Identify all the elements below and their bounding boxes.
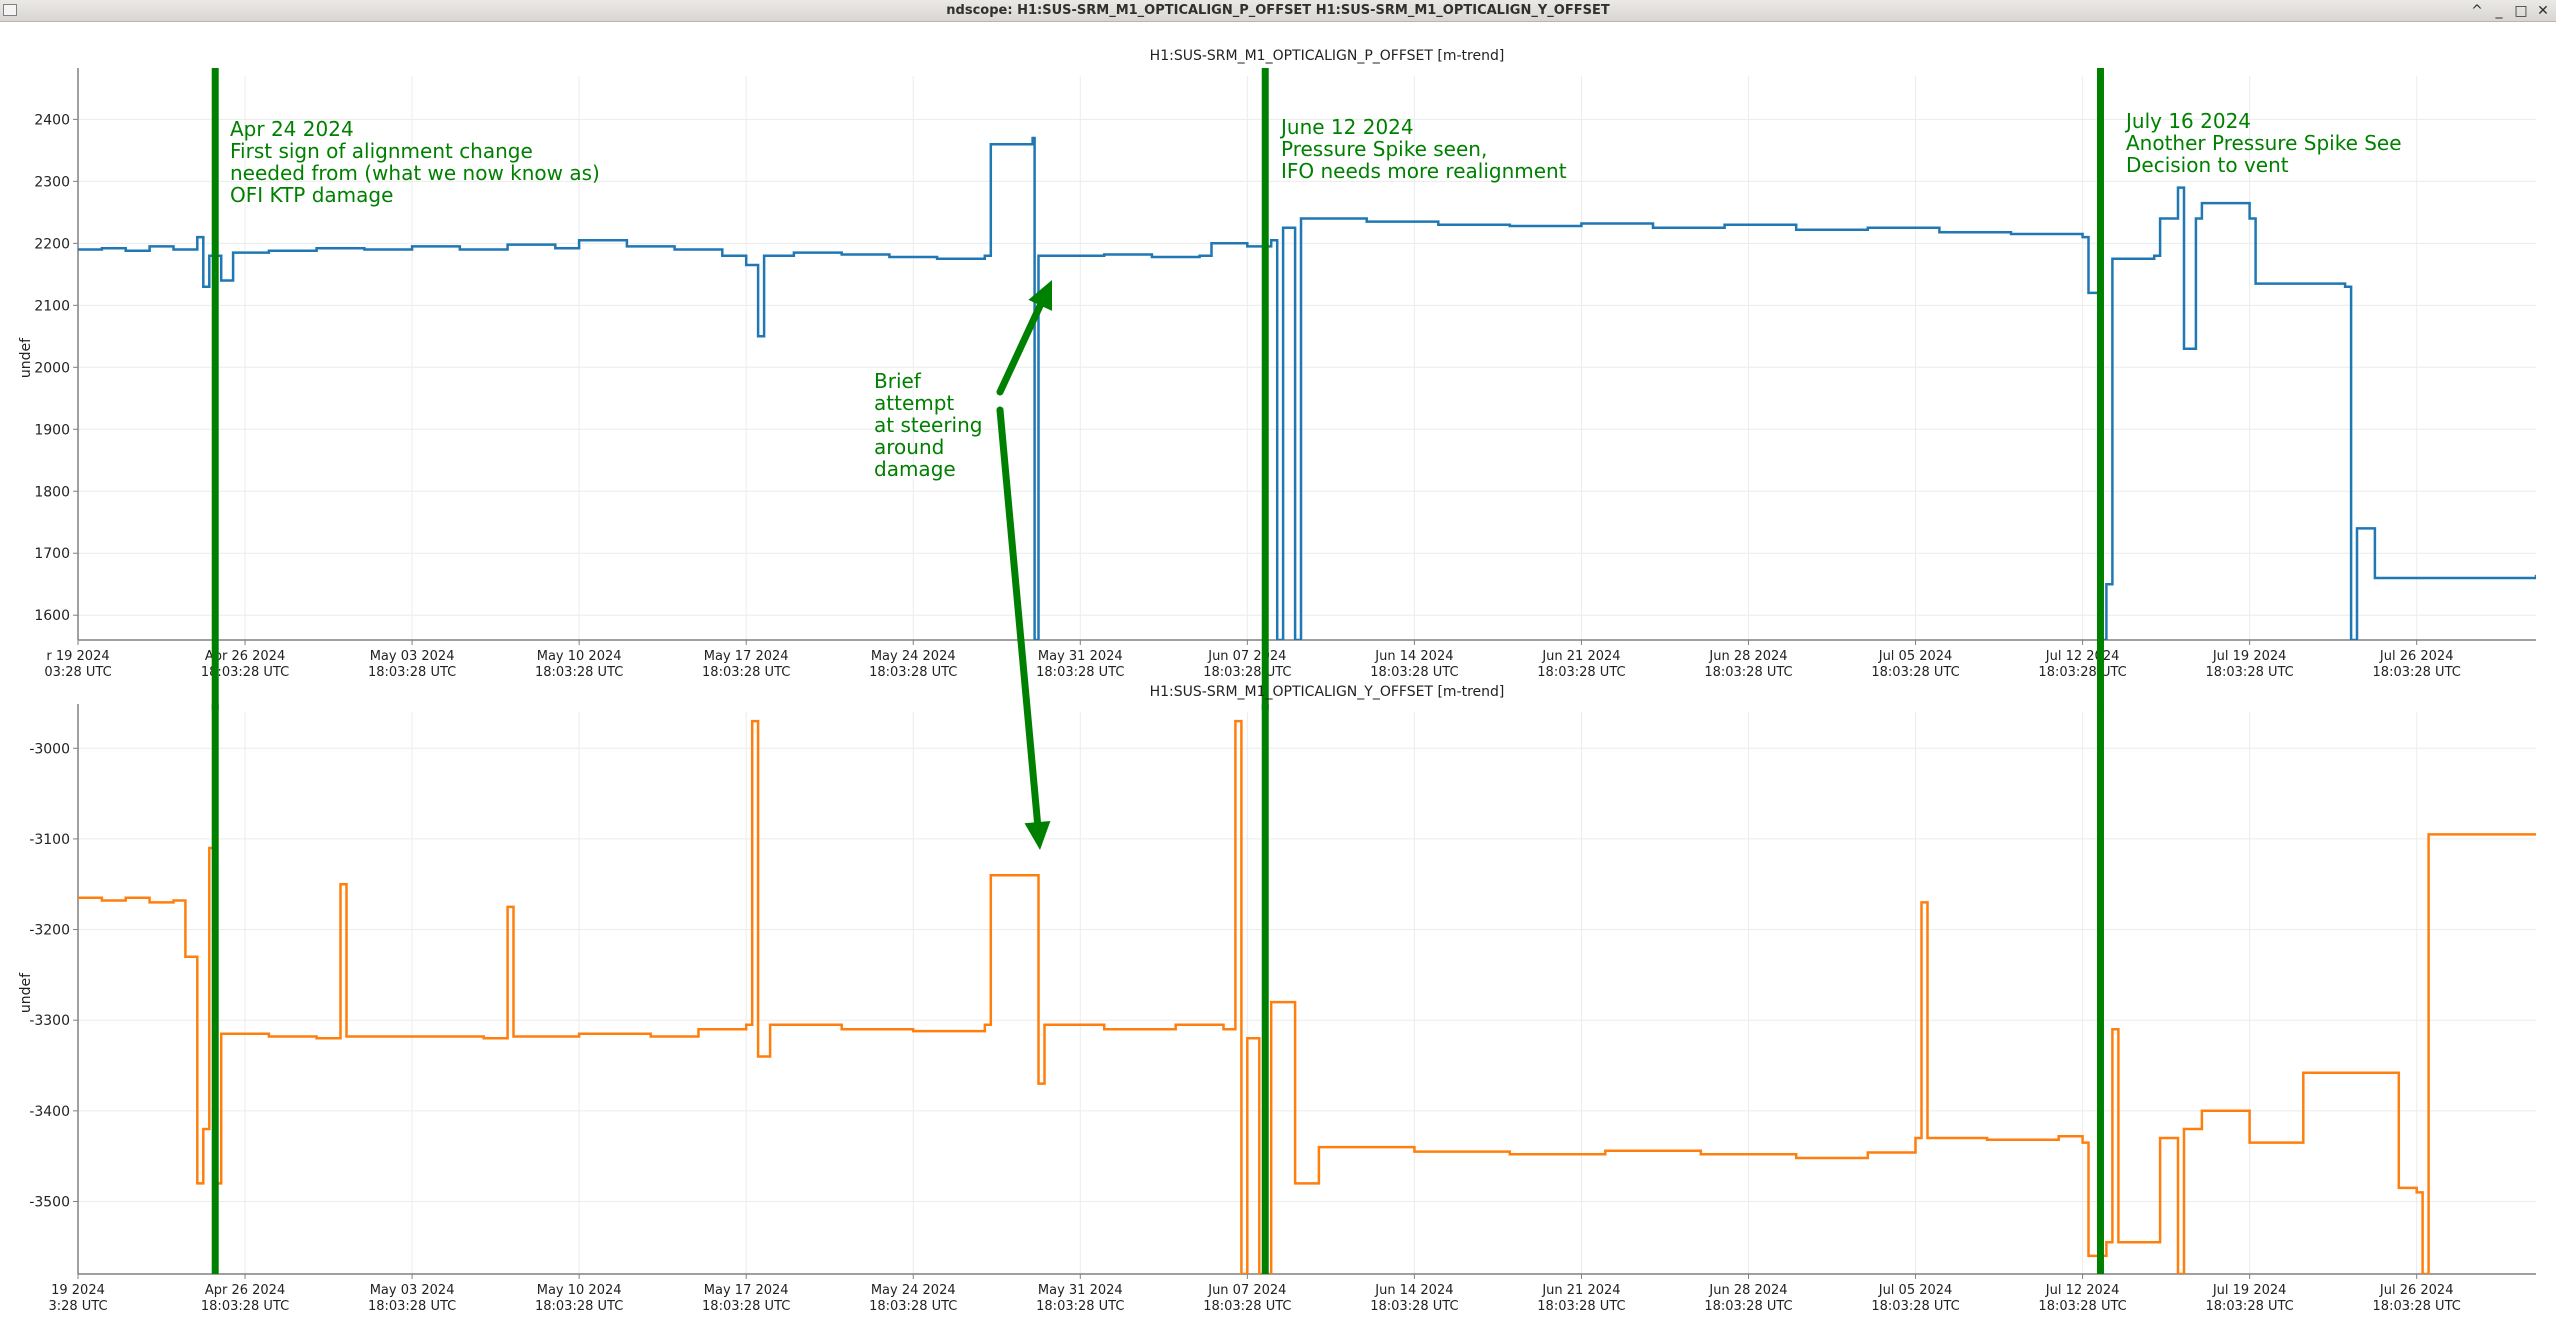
- x-tick-label-time: 18:03:28 UTC: [1537, 1299, 1625, 1314]
- x-tick-label-time: 18:03:28 UTC: [2038, 1299, 2126, 1314]
- ndscope-plot-area[interactable]: H1:SUS-SRM_M1_OPTICALIGN_P_OFFSET [m-tre…: [0, 22, 2556, 1324]
- x-tick-label-date: r 19 2024: [46, 649, 109, 664]
- x-tick-label-time: 18:03:28 UTC: [1537, 665, 1625, 680]
- annotation-jun12: June 12 2024 Pressure Spike seen, IFO need…: [1279, 115, 1567, 183]
- panel-title: H1:SUS-SRM_M1_OPTICALIGN_Y_OFFSET [m-tre…: [1150, 684, 1505, 700]
- x-tick-label-time: 18:03:28 UTC: [2205, 665, 2293, 680]
- y-tick-label: 2100: [34, 298, 70, 314]
- panel-p-offset: H1:SUS-SRM_M1_OPTICALIGN_P_OFFSET [m-tre…: [18, 48, 2536, 710]
- x-tick-label-time: 18:03:28 UTC: [535, 1299, 623, 1314]
- x-tick-label-date: Jul 05 2024: [1878, 1283, 1953, 1298]
- y-tick-label: 2000: [34, 360, 70, 376]
- x-tick-label-time: 18:03:28 UTC: [2038, 665, 2126, 680]
- x-tick-label-time: 18:03:28 UTC: [1036, 665, 1124, 680]
- x-tick-label-date: Jun 14 2024: [1374, 649, 1453, 664]
- y-tick-label: -3300: [29, 1013, 70, 1029]
- x-tick-label-date: Apr 26 2024: [205, 649, 285, 664]
- x-tick-label-time: 18:03:28 UTC: [702, 665, 790, 680]
- minimize-button[interactable]: _: [2495, 3, 2503, 19]
- shade-button[interactable]: ^: [2471, 3, 2483, 19]
- x-tick-label-time: 3:28 UTC: [48, 1299, 107, 1314]
- arrow-to-y-attempt-head: [1024, 820, 1051, 850]
- y-tick-label: -3500: [29, 1194, 70, 1210]
- arrow-to-p-attempt-head: [1028, 280, 1052, 311]
- x-tick-label-date: Jul 26 2024: [2379, 1283, 2454, 1298]
- y-tick-label: 1900: [34, 422, 70, 438]
- y-tick-label: -3200: [29, 923, 70, 939]
- x-tick-label-date: May 17 2024: [704, 1283, 789, 1298]
- y-tick-label: -3100: [29, 832, 70, 848]
- y-tick-label: 2300: [34, 174, 70, 190]
- arrow-to-p-attempt-shaft: [996, 301, 1044, 396]
- x-tick-label-date: Jul 05 2024: [1878, 649, 1953, 664]
- x-tick-label-date: May 10 2024: [537, 1283, 622, 1298]
- x-tick-label-date: May 31 2024: [1038, 1283, 1123, 1298]
- y-axis-label: undef: [18, 337, 34, 378]
- x-tick-label-time: 18:03:28 UTC: [869, 1299, 957, 1314]
- x-tick-label-time: 18:03:28 UTC: [2373, 1299, 2461, 1314]
- x-tick-label-time: 18:03:28 UTC: [201, 1299, 289, 1314]
- y-axis-label: undef: [18, 972, 34, 1013]
- x-tick-label-time: 18:03:28 UTC: [201, 665, 289, 680]
- x-tick-label-date: Jul 26 2024: [2379, 649, 2454, 664]
- x-tick-label-date: 19 2024: [51, 1283, 105, 1298]
- x-tick-label-time: 18:03:28 UTC: [368, 665, 456, 680]
- arrow-to-y-attempt-shaft: [996, 406, 1041, 826]
- x-tick-label-time: 18:03:28 UTC: [1704, 665, 1792, 680]
- window-titlebar: ndscope: H1:SUS-SRM_M1_OPTICALIGN_P_OFFS…: [0, 0, 2556, 22]
- y-tick-label: 2200: [34, 236, 70, 252]
- x-tick-label-date: Jun 07 2024: [1207, 1283, 1286, 1298]
- x-tick-label-time: 18:03:28 UTC: [1871, 1299, 1959, 1314]
- x-tick-label-date: May 03 2024: [370, 649, 455, 664]
- x-tick-label-time: 18:03:28 UTC: [869, 665, 957, 680]
- annotation-brief: Brief attempt at steering around damage: [874, 369, 982, 481]
- x-tick-label-time: 18:03:28 UTC: [2205, 1299, 2293, 1314]
- series-line-p: [78, 136, 2536, 640]
- annotation-apr24: Apr 24 2024 First sign of alignment chang…: [230, 117, 600, 207]
- y-tick-label: 1800: [34, 484, 70, 500]
- x-tick-label-date: May 24 2024: [871, 1283, 956, 1298]
- y-tick-label: 2400: [34, 112, 70, 128]
- y-tick-label: 1600: [34, 608, 70, 624]
- x-tick-label-time: 18:03:28 UTC: [1704, 1299, 1792, 1314]
- maximize-button[interactable]: □: [2514, 3, 2528, 19]
- x-tick-label-time: 18:03:28 UTC: [1370, 1299, 1458, 1314]
- x-tick-label-date: Jul 12 2024: [2045, 1283, 2120, 1298]
- x-tick-label-time: 18:03:28 UTC: [1871, 665, 1959, 680]
- window-title: ndscope: H1:SUS-SRM_M1_OPTICALIGN_P_OFFS…: [946, 3, 1610, 18]
- x-tick-label-time: 18:03:28 UTC: [2373, 665, 2461, 680]
- x-tick-label-date: Jul 12 2024: [2045, 649, 2120, 664]
- x-tick-label-date: Jun 21 2024: [1541, 1283, 1620, 1298]
- close-button[interactable]: ✕: [2537, 3, 2549, 19]
- x-tick-label-time: 18:03:28 UTC: [1036, 1299, 1124, 1314]
- x-tick-label-date: May 10 2024: [537, 649, 622, 664]
- x-tick-label-date: Jun 07 2024: [1207, 649, 1286, 664]
- x-tick-label-date: Jun 14 2024: [1374, 1283, 1453, 1298]
- x-tick-label-time: 18:03:28 UTC: [368, 1299, 456, 1314]
- x-tick-label-date: May 31 2024: [1038, 649, 1123, 664]
- x-tick-label-date: May 24 2024: [871, 649, 956, 664]
- annotation-jul16: July 16 2024 Another Pressure Spike See De…: [2124, 109, 2402, 177]
- series-line-y: [78, 719, 2536, 1274]
- x-tick-label-time: 18:03:28 UTC: [1203, 665, 1291, 680]
- y-tick-label: -3000: [29, 741, 70, 757]
- x-tick-label-date: May 17 2024: [704, 649, 789, 664]
- panel-title: H1:SUS-SRM_M1_OPTICALIGN_P_OFFSET [m-tre…: [1150, 48, 1505, 64]
- x-tick-label-time: 18:03:28 UTC: [1203, 1299, 1291, 1314]
- app-icon: [3, 4, 17, 16]
- x-tick-label-date: Apr 26 2024: [205, 1283, 285, 1298]
- x-tick-label-date: Jun 28 2024: [1708, 1283, 1787, 1298]
- y-tick-label: 1700: [34, 546, 70, 562]
- x-tick-label-date: Jul 19 2024: [2212, 649, 2287, 664]
- x-tick-label-date: Jun 21 2024: [1541, 649, 1620, 664]
- x-tick-label-time: 18:03:28 UTC: [535, 665, 623, 680]
- panel-y-offset: H1:SUS-SRM_M1_OPTICALIGN_Y_OFFSET [m-tre…: [18, 684, 2536, 1314]
- x-tick-label-time: 18:03:28 UTC: [702, 1299, 790, 1314]
- x-tick-label-date: Jun 28 2024: [1708, 649, 1787, 664]
- x-tick-label-time: 03:28 UTC: [44, 665, 111, 680]
- x-tick-label-date: May 03 2024: [370, 1283, 455, 1298]
- x-tick-label-time: 18:03:28 UTC: [1370, 665, 1458, 680]
- x-tick-label-date: Jul 19 2024: [2212, 1283, 2287, 1298]
- y-tick-label: -3400: [29, 1104, 70, 1120]
